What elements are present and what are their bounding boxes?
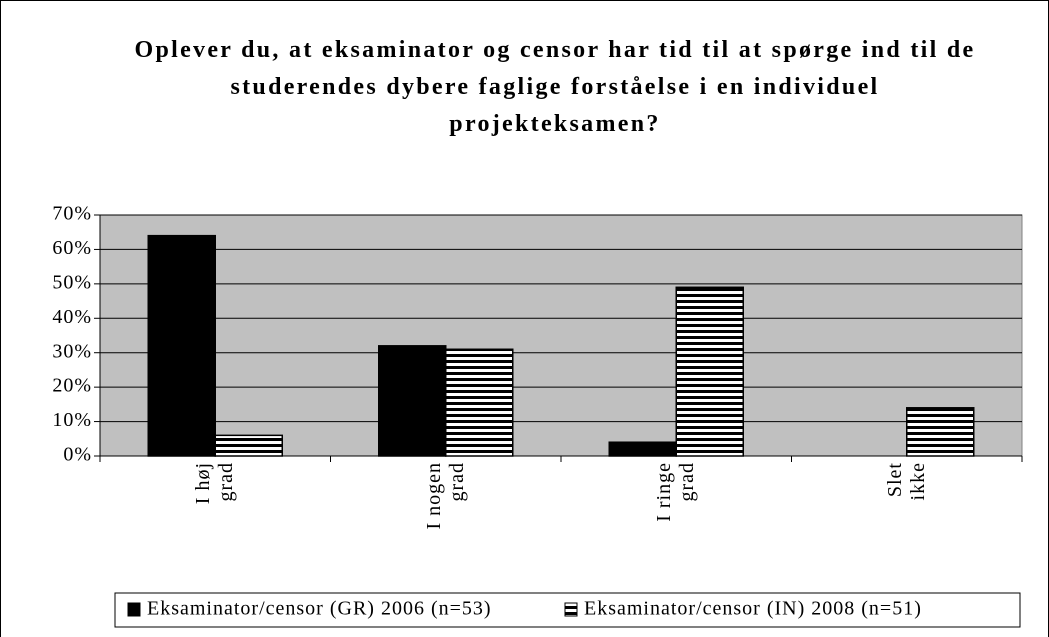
y-tick-label: 20% — [52, 375, 92, 397]
legend-marker — [564, 602, 578, 617]
x-tick-label: I nogen grad — [422, 462, 468, 530]
bar — [378, 345, 447, 457]
y-tick-label: 70% — [52, 203, 92, 225]
legend-marker — [127, 602, 141, 617]
y-tick-label: 50% — [52, 271, 92, 293]
y-tick-label: 60% — [52, 237, 92, 259]
bar — [445, 348, 514, 457]
x-tick-label: I ringe grad — [653, 462, 699, 522]
y-tick-label: 40% — [52, 306, 92, 328]
x-tick-label: I høj grad — [192, 462, 238, 505]
legend-label: Eksaminator/censor (GR) 2006 (n=53) — [147, 598, 492, 620]
bar — [214, 434, 283, 457]
y-tick-label: 30% — [52, 340, 92, 362]
bar — [147, 234, 216, 457]
x-tick-label: Slet ikke — [883, 462, 929, 501]
bar — [608, 441, 677, 457]
bar — [906, 407, 975, 457]
y-tick-label: 10% — [52, 409, 92, 431]
legend-label: Eksaminator/censor (IN) 2008 (n=51) — [584, 598, 922, 620]
plot-area — [99, 214, 1023, 457]
y-tick-label: 0% — [63, 444, 92, 466]
chart-title: Oplever du, at eksaminator og censor har… — [134, 37, 976, 137]
bar — [675, 286, 744, 457]
